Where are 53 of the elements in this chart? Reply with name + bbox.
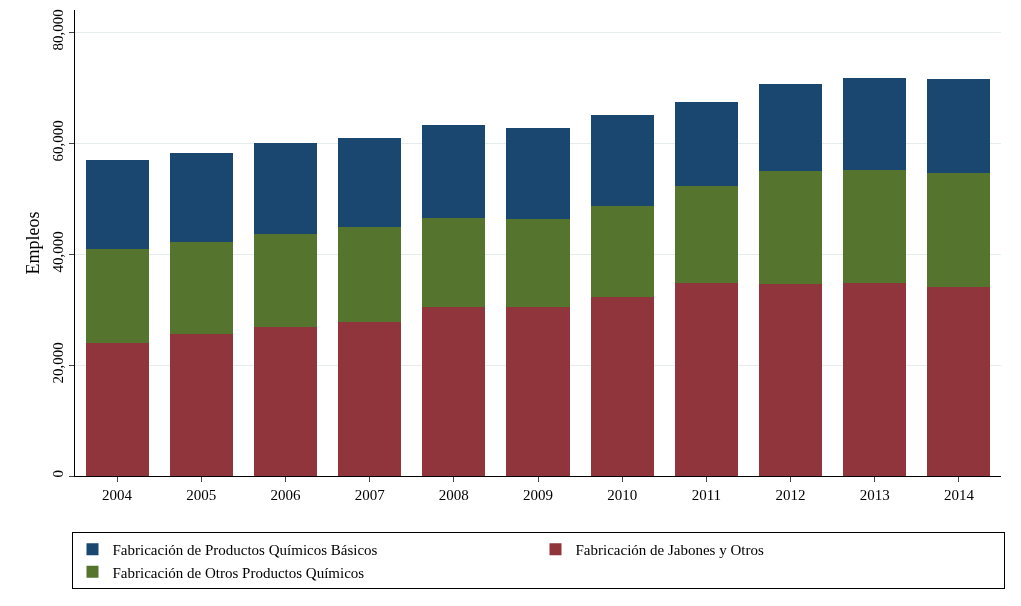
bar [758,171,823,285]
bar [843,77,907,171]
bar [590,205,654,298]
bar [590,297,654,476]
bar [169,153,233,243]
x-tick-label: 2014 [943,487,975,503]
x-tick-label: 2008 [438,487,469,503]
bar [85,248,149,343]
bar [422,125,486,219]
x-tick-label: 2011 [691,487,722,503]
x-tick-label: 2010 [607,487,638,503]
x-tick-label: 2006 [270,487,301,503]
y-tick-label: 80,000 [50,9,66,51]
legend-label: Fabricación de Jabones y Otros [575,542,764,559]
bar [674,102,738,187]
bar [338,227,402,322]
legend-label: Fabricación de Otros Productos Químicos [112,564,365,581]
bar [85,342,149,476]
bar [927,78,991,174]
bar [843,282,907,476]
x-tick-label: 2013 [859,487,890,503]
bar [506,307,570,476]
bar [338,137,402,228]
bar [843,170,907,283]
bar [422,307,486,476]
bar [927,287,991,476]
bar [253,233,318,327]
bar [338,321,402,476]
x-tick-label: 2009 [523,487,553,503]
x-tick-label: 2004 [102,487,133,503]
bar [674,282,738,476]
bar [927,173,991,288]
x-tick-label: 2007 [354,487,386,503]
bar [422,218,486,308]
x-tick-label: 2005 [186,487,217,503]
y-tick-label: 20,000 [50,342,66,384]
bar [253,326,318,476]
bar [253,143,318,234]
y-axis-title: Empleos [23,211,44,275]
bar [758,284,823,476]
y-tick-label: 0 [50,470,66,478]
bar [85,160,149,249]
bar [506,127,570,220]
bar [506,219,570,308]
y-tick-label: 40,000 [50,231,66,273]
bar [674,186,738,283]
bar [169,333,233,476]
legend-label: Fabricación de Productos Químicos Básicos [112,542,378,559]
bar [590,115,654,206]
x-tick-label: 2012 [775,487,806,503]
y-tick-label: 60,000 [50,120,66,162]
bar [758,83,823,172]
bar [169,242,233,334]
